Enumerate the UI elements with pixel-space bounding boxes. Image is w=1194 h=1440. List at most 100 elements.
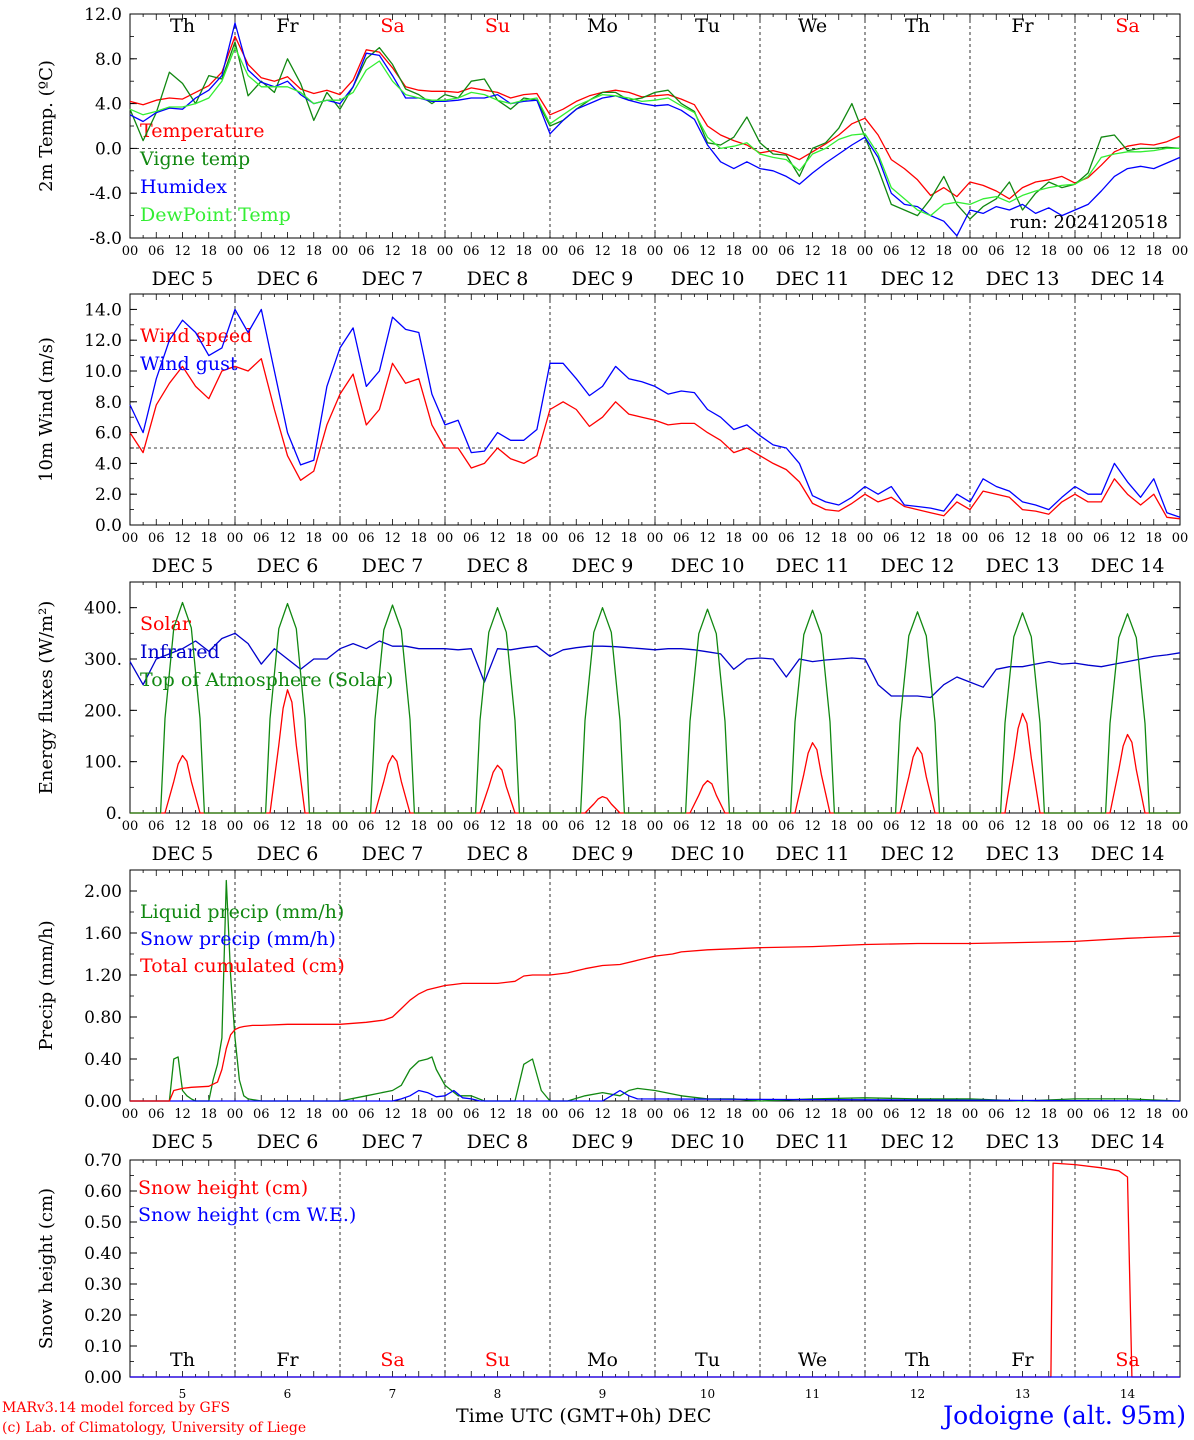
hour-tick-label: 18 — [935, 244, 952, 259]
hour-tick-label: 00 — [332, 1107, 349, 1122]
hour-tick-label: 18 — [1145, 244, 1162, 259]
y-tick-label: 0.00 — [84, 1368, 122, 1388]
hour-tick-label: 00 — [752, 244, 769, 259]
date-label: DEC 14 — [1091, 843, 1165, 865]
y-tick-label: 14.0 — [84, 300, 122, 320]
hour-tick-label: 12 — [594, 244, 611, 259]
hour-tick-label: 06 — [883, 1107, 900, 1122]
hour-tick-label: 18 — [200, 819, 217, 834]
legend-entry: Snow height (cm) — [138, 1177, 308, 1199]
weekday-label: We — [798, 1349, 827, 1371]
weekday-label: Th — [170, 1349, 195, 1371]
hour-tick-label: 06 — [1093, 244, 1110, 259]
hour-tick-label: 18 — [305, 244, 322, 259]
date-label: DEC 14 — [1091, 555, 1165, 577]
hour-tick-label: 06 — [253, 244, 270, 259]
weekday-label: Su — [485, 15, 510, 37]
y-tick-label: -4.0 — [89, 184, 122, 204]
y-tick-label: 8.0 — [95, 50, 122, 70]
hour-tick-label: 06 — [1093, 819, 1110, 834]
weekday-label: Mo — [587, 15, 618, 37]
date-label: DEC 12 — [881, 843, 955, 865]
hour-tick-label: 12 — [909, 1107, 926, 1122]
date-label: DEC 9 — [572, 268, 634, 290]
hour-tick-label: 18 — [1040, 819, 1057, 834]
hour-tick-label: 18 — [305, 531, 322, 546]
hour-tick-label: 12 — [384, 819, 401, 834]
legend-entry: Snow height (cm W.E.) — [138, 1204, 356, 1226]
hour-tick-label: 18 — [1145, 819, 1162, 834]
weekday-label: Tu — [695, 15, 720, 37]
hour-tick-label: 06 — [883, 531, 900, 546]
y-tick-label: 0.40 — [84, 1050, 122, 1070]
hour-tick-label: 06 — [568, 819, 585, 834]
hour-tick-label: 12 — [699, 531, 716, 546]
hour-tick-label: 12 — [1014, 819, 1031, 834]
hour-tick-label: 06 — [148, 244, 165, 259]
hour-tick-label: 06 — [358, 531, 375, 546]
y-tick-label: 0. — [106, 804, 122, 824]
hour-tick-label: 12 — [279, 244, 296, 259]
date-label: DEC 10 — [671, 268, 745, 290]
y-axis-label: 2m Temp. (ºC) — [36, 60, 57, 192]
hour-tick-label: 18 — [935, 1107, 952, 1122]
hour-tick-label: 06 — [673, 244, 690, 259]
date-label: DEC 6 — [257, 555, 319, 577]
hour-tick-label: 18 — [1145, 531, 1162, 546]
hour-tick-label: 06 — [673, 819, 690, 834]
hour-tick-label: 00 — [227, 819, 244, 834]
day-number-label: 8 — [494, 1387, 502, 1401]
date-label: DEC 7 — [362, 268, 424, 290]
hour-tick-label: 06 — [463, 244, 480, 259]
hour-tick-label: 18 — [1040, 244, 1057, 259]
hour-tick-label: 12 — [174, 531, 191, 546]
hour-tick-label: 12 — [594, 819, 611, 834]
hour-tick-label: 12 — [594, 1107, 611, 1122]
series-line-wind-speed — [129, 358, 1181, 520]
date-label: DEC 13 — [986, 1131, 1060, 1153]
hour-tick-label: 00 — [437, 819, 454, 834]
hour-tick-label: 12 — [909, 531, 926, 546]
hour-tick-label: 18 — [1145, 1107, 1162, 1122]
hour-tick-label: 12 — [804, 244, 821, 259]
day-number-label: 9 — [599, 1387, 607, 1401]
hour-tick-label: 00 — [1172, 244, 1189, 259]
hour-tick-label: 06 — [673, 1107, 690, 1122]
y-axis-label: Energy fluxes (W/m²) — [36, 601, 57, 795]
hour-tick-label: 12 — [909, 819, 926, 834]
hour-tick-label: 00 — [437, 531, 454, 546]
hour-tick-label: 00 — [122, 531, 139, 546]
hour-tick-label: 00 — [227, 1107, 244, 1122]
series-line-snow-precip-mm-h- — [130, 1089, 1181, 1102]
series-line-top-of-atmosphere-solar- — [130, 601, 1180, 814]
hour-tick-label: 12 — [174, 244, 191, 259]
hour-tick-label: 00 — [752, 531, 769, 546]
hour-tick-label: 12 — [174, 819, 191, 834]
date-label: DEC 11 — [776, 843, 850, 865]
y-tick-label: 0.50 — [84, 1213, 122, 1233]
series-line-wind-gust — [129, 308, 1181, 518]
legend-entry: Wind speed — [140, 325, 252, 347]
hour-tick-label: 00 — [542, 244, 559, 259]
hour-tick-label: 18 — [725, 1107, 742, 1122]
weekday-label: Sa — [380, 1349, 404, 1371]
y-tick-label: 12.0 — [84, 331, 122, 351]
hour-tick-label: 00 — [542, 819, 559, 834]
hour-tick-label: 00 — [1067, 819, 1084, 834]
legend-entry: Liquid precip (mm/h) — [140, 901, 344, 923]
date-label: DEC 8 — [467, 843, 529, 865]
hour-tick-label: 00 — [332, 531, 349, 546]
date-label: DEC 8 — [467, 1131, 529, 1153]
hour-tick-label: 06 — [148, 531, 165, 546]
hour-tick-label: 00 — [332, 244, 349, 259]
weekday-label: Th — [170, 15, 195, 37]
hour-tick-label: 00 — [1172, 1107, 1189, 1122]
hour-tick-label: 00 — [227, 531, 244, 546]
series-line-total-cumulated-cm- — [130, 935, 1181, 1102]
weekday-label: Sa — [380, 15, 404, 37]
legend-entry: Top of Atmosphere (Solar) — [140, 669, 393, 691]
date-label: DEC 7 — [362, 555, 424, 577]
hour-tick-label: 06 — [358, 1107, 375, 1122]
y-tick-label: 0.40 — [84, 1244, 122, 1264]
